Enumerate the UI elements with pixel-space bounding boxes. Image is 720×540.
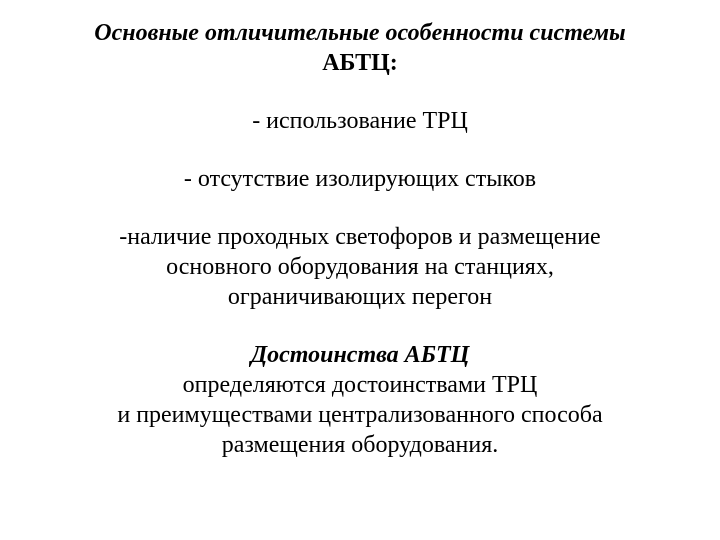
slide-page: Основные отличительные особенности систе… bbox=[0, 0, 720, 540]
bullet-3-line-3: ограничивающих перегон bbox=[60, 282, 660, 312]
bullet-3-line-2: основного оборудования на станциях, bbox=[60, 252, 660, 282]
spacer bbox=[60, 312, 660, 340]
spacer bbox=[60, 194, 660, 222]
advantages-line-1: определяются достоинствами ТРЦ bbox=[60, 370, 660, 400]
advantages-line-3: размещения оборудования. bbox=[60, 430, 660, 460]
advantages-line-2: и преимуществами централизованного спосо… bbox=[60, 400, 660, 430]
spacer bbox=[60, 136, 660, 164]
heading-line-2: АБТЦ: bbox=[60, 48, 660, 78]
advantages-title: Достоинства АБТЦ bbox=[60, 340, 660, 370]
bullet-2: - отсутствие изолирующих стыков bbox=[60, 164, 660, 194]
heading-line-1: Основные отличительные особенности систе… bbox=[60, 18, 660, 48]
spacer bbox=[60, 78, 660, 106]
bullet-3-line-1: -наличие проходных светофоров и размещен… bbox=[60, 222, 660, 252]
bullet-1: - использование ТРЦ bbox=[60, 106, 660, 136]
